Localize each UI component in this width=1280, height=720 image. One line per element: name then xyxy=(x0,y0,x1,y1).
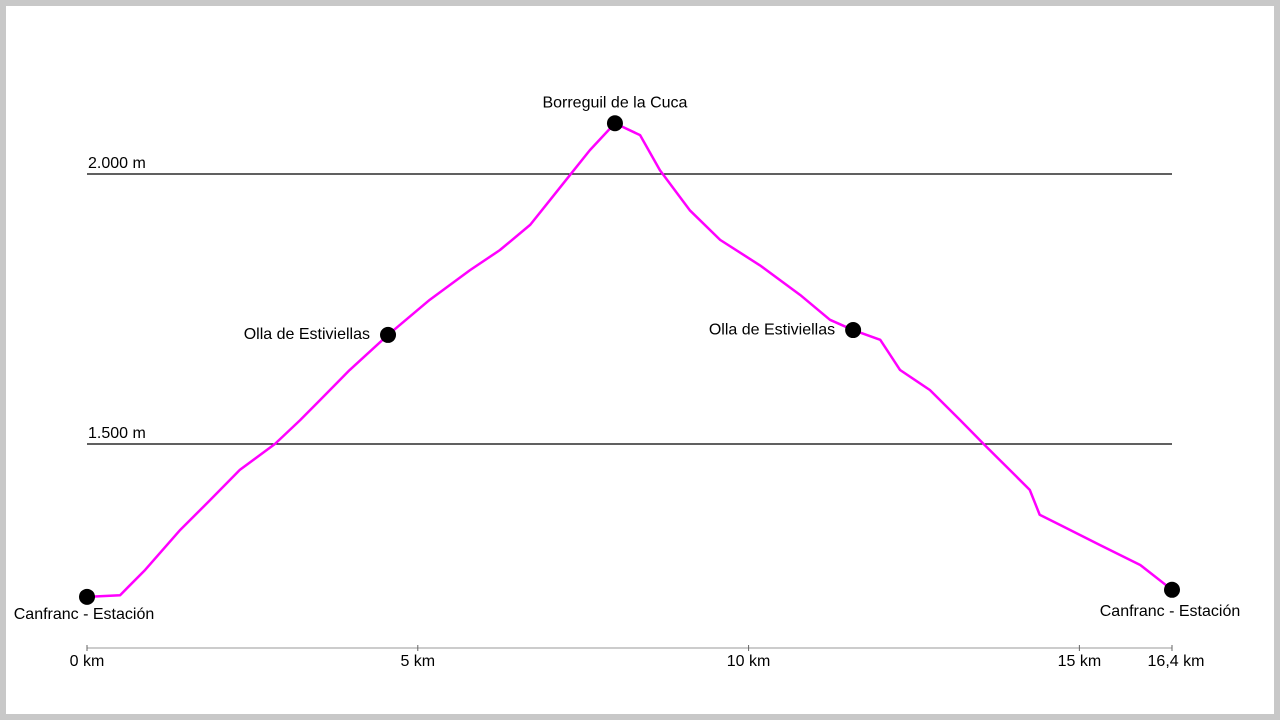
x-tick-label: 5 km xyxy=(400,653,435,670)
waypoint-label: Borreguil de la Cuca xyxy=(542,94,687,111)
y-tick-label: 2.000 m xyxy=(88,155,146,172)
chart-background xyxy=(6,6,1274,714)
waypoint-marker xyxy=(606,115,623,132)
x-tick-label: 15 km xyxy=(1058,653,1102,670)
waypoint-marker xyxy=(79,588,95,605)
profile-line xyxy=(86,121,1173,599)
waypoint-marker xyxy=(845,322,862,339)
waypoint-label: Olla de Estiviellas xyxy=(709,321,835,338)
x-tick-label: 0 km xyxy=(70,653,105,670)
waypoint-label: Canfranc - Estación xyxy=(1100,603,1241,620)
waypoint-label: Olla de Estiviellas xyxy=(244,326,370,343)
waypoint-marker xyxy=(1164,581,1180,598)
waypoint-label: Canfranc - Estación xyxy=(14,606,155,623)
y-tick-label: 1.500 m xyxy=(88,425,146,442)
x-tick-label: 16,4 km xyxy=(1148,653,1205,670)
x-tick-label: 10 km xyxy=(727,653,771,670)
waypoint-marker xyxy=(380,326,397,343)
